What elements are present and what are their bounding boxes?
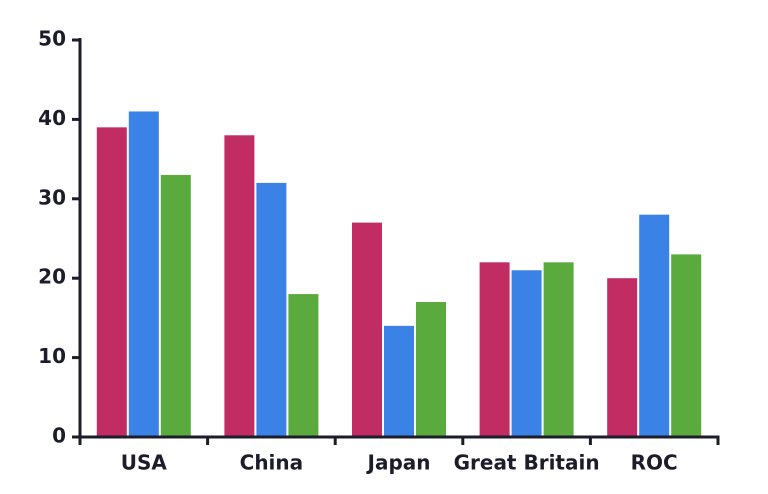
bar [511,270,542,437]
x-tick-label: Great Britain [454,451,600,475]
y-tick-label: 0 [52,424,66,448]
bar [160,174,191,438]
y-tick-label: 50 [38,27,66,51]
bar [288,294,319,437]
bar [384,325,414,437]
bar [639,214,670,437]
x-tick-label: USA [121,451,168,475]
y-tick-label: 10 [38,344,66,368]
x-tick-label: Japan [366,451,431,475]
y-tick-label: 40 [38,106,66,130]
y-tick-label: 30 [38,185,66,209]
bar [607,278,638,437]
bar [479,262,510,437]
x-tick-label: China [240,451,304,475]
bar [96,127,127,437]
bar [671,254,702,437]
bar [543,262,574,437]
bar [416,302,446,437]
bar [352,222,382,437]
bar [128,111,159,438]
x-tick-label: ROC [631,451,678,475]
y-tick-label: 20 [38,265,66,289]
bar [224,135,255,437]
bar [256,182,287,437]
